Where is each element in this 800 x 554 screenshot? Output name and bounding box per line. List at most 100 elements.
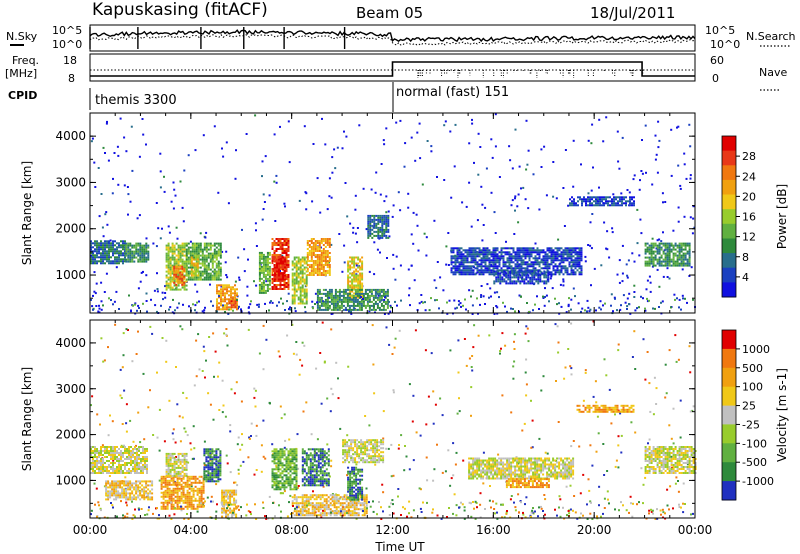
velocity-scatter-point bbox=[503, 516, 506, 519]
velocity-scatter-point bbox=[509, 498, 512, 501]
velocity-scatter-point bbox=[184, 430, 187, 433]
velocity-scatter-point bbox=[589, 500, 592, 503]
velocity-scatter-point bbox=[394, 337, 397, 340]
velocity-echo-region bbox=[90, 446, 148, 474]
velocity-scatter-point bbox=[131, 360, 134, 363]
velocity-scatter-point bbox=[524, 332, 527, 335]
velocity-clutter-point bbox=[500, 503, 502, 506]
power-scatter-point bbox=[182, 220, 185, 223]
power-scatter-point bbox=[673, 293, 676, 296]
velocity-scatter-point bbox=[512, 377, 515, 380]
velocity-clutter-point bbox=[186, 513, 188, 515]
power-scatter-point bbox=[95, 305, 98, 307]
power-scatter-point bbox=[616, 273, 619, 276]
power-clutter-point bbox=[568, 297, 570, 300]
velocity-scatter-point bbox=[544, 498, 547, 501]
power-scatter-point bbox=[679, 187, 682, 190]
power-scatter-point bbox=[387, 210, 390, 213]
power-scatter-point bbox=[514, 197, 516, 200]
velocity-scatter-point bbox=[501, 394, 504, 397]
power-scatter-point bbox=[137, 304, 140, 307]
power-scatter-point bbox=[90, 254, 93, 257]
velocity-scatter-point bbox=[236, 484, 239, 487]
velocity-scatter-point bbox=[455, 514, 458, 517]
power-scatter-point bbox=[518, 165, 521, 168]
velocity-clutter-point bbox=[170, 501, 172, 504]
velocity-clutter-point bbox=[144, 514, 146, 516]
velocity-scatter-point bbox=[582, 473, 585, 476]
power-scatter-point bbox=[321, 117, 323, 120]
power-clutter-point bbox=[276, 304, 278, 307]
power-scatter-point bbox=[336, 146, 339, 149]
power-scatter-point bbox=[107, 159, 110, 162]
power-scatter-point bbox=[397, 191, 400, 194]
power-scatter-point bbox=[481, 203, 484, 206]
power-scatter-point bbox=[104, 152, 106, 154]
velocity-scatter-point bbox=[584, 371, 587, 374]
velocity-clutter-point bbox=[368, 501, 370, 504]
x-tick-label: 20:00 bbox=[577, 523, 612, 537]
velocity-scatter-point bbox=[227, 517, 230, 520]
velocity-scatter-point bbox=[504, 344, 507, 347]
power-scatter-point bbox=[645, 288, 648, 291]
power-scatter-point bbox=[662, 275, 665, 278]
velocity-colorbar-swatch bbox=[722, 481, 736, 501]
power-scatter-point bbox=[494, 145, 497, 148]
power-scatter-point bbox=[187, 154, 190, 157]
nsky-trace bbox=[89, 29, 696, 43]
power-scatter-point bbox=[354, 194, 357, 197]
velocity-scatter-point bbox=[310, 433, 313, 436]
power-scatter-point bbox=[603, 221, 606, 224]
power-scatter-point bbox=[641, 139, 643, 141]
power-clutter-point bbox=[600, 308, 602, 311]
power-scatter-point bbox=[204, 236, 207, 239]
velocity-scatter-point bbox=[262, 507, 265, 509]
velocity-clutter-point bbox=[586, 503, 588, 506]
velocity-scatter-point bbox=[192, 425, 195, 428]
velocity-scatter-point bbox=[272, 453, 274, 456]
velocity-scatter-point bbox=[458, 397, 460, 400]
velocity-scatter-point bbox=[617, 444, 620, 447]
velocity-scatter-point bbox=[253, 396, 256, 399]
velocity-scatter-point bbox=[125, 403, 128, 406]
velocity-scatter-point bbox=[271, 443, 274, 446]
power-scatter-point bbox=[288, 161, 291, 164]
power-scatter-point bbox=[238, 278, 241, 281]
velocity-clutter-point bbox=[272, 502, 274, 504]
velocity-clutter-point bbox=[226, 507, 228, 510]
power-clutter-point bbox=[90, 298, 92, 301]
velocity-scatter-point bbox=[388, 514, 391, 516]
power-scatter-point bbox=[268, 194, 271, 197]
power-scatter-point bbox=[116, 145, 119, 148]
velocity-scatter-point bbox=[587, 478, 590, 481]
velocity-clutter-point bbox=[598, 504, 600, 507]
velocity-scatter-point bbox=[103, 359, 106, 362]
power-clutter-point bbox=[616, 309, 618, 312]
power-scatter-point bbox=[222, 155, 225, 158]
velocity-scatter-point bbox=[249, 511, 252, 514]
power-scatter-point bbox=[368, 310, 371, 313]
velocity-scatter-point bbox=[510, 495, 513, 497]
cpid-label: CPID bbox=[8, 89, 37, 102]
power-scatter-point bbox=[471, 304, 474, 307]
velocity-scatter-point bbox=[392, 474, 395, 477]
velocity-scatter-point bbox=[187, 518, 190, 520]
freq-unit-label: [MHz] bbox=[5, 67, 37, 80]
power-scatter-point bbox=[689, 177, 692, 180]
power-scatter-point bbox=[343, 130, 345, 133]
velocity-scatter-point bbox=[151, 332, 154, 335]
freq-tick-low: 8 bbox=[68, 72, 75, 85]
velocity-scatter-point bbox=[689, 410, 692, 413]
velocity-scatter-point bbox=[674, 334, 677, 337]
power-scatter-point bbox=[449, 130, 452, 133]
velocity-clutter-point bbox=[222, 505, 224, 507]
velocity-scatter-point bbox=[165, 339, 168, 342]
velocity-scatter-point bbox=[134, 515, 136, 518]
power-scatter-point bbox=[204, 306, 206, 309]
velocity-scatter-point bbox=[495, 502, 498, 505]
power-scatter-point bbox=[93, 290, 96, 293]
power-scatter-point bbox=[217, 191, 220, 194]
power-clutter-point bbox=[268, 309, 270, 312]
power-clutter-point bbox=[394, 300, 396, 303]
power-scatter-point bbox=[380, 163, 383, 165]
